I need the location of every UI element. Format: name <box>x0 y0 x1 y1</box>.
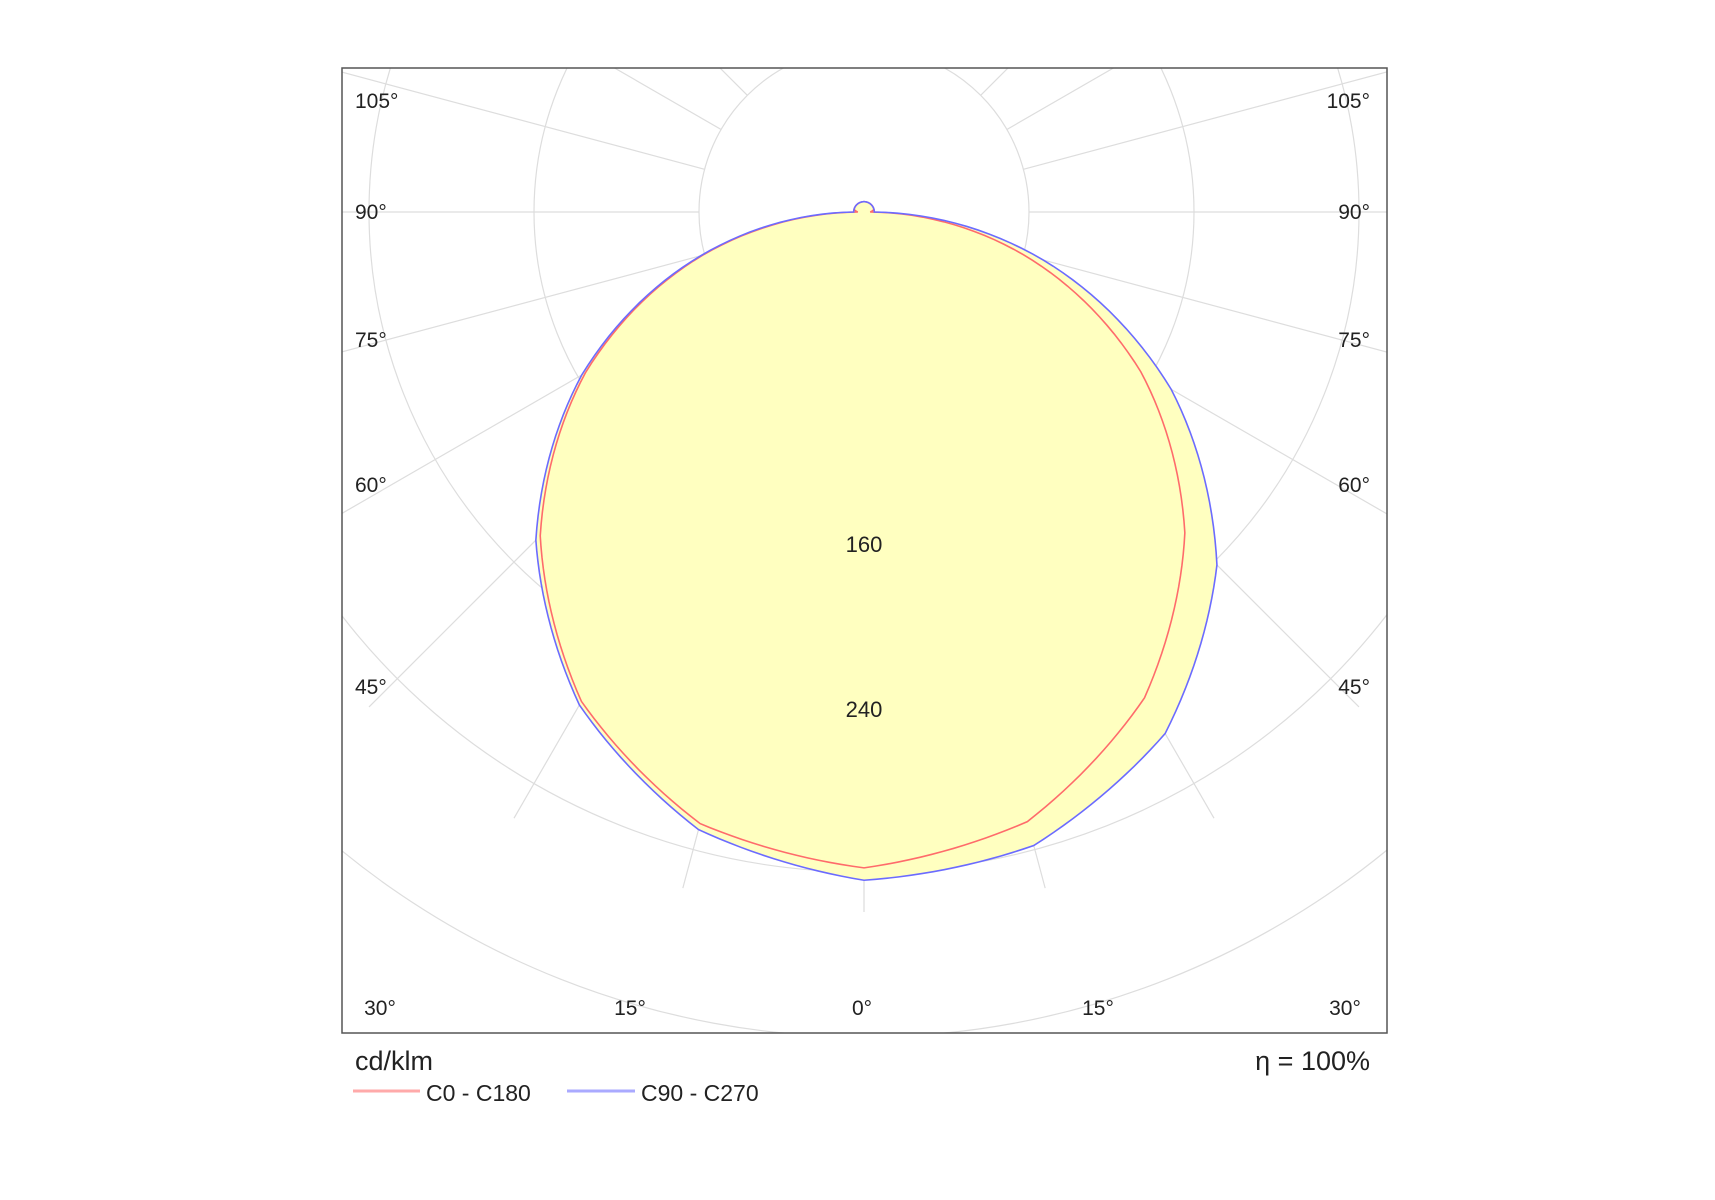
angle-label-right: 90° <box>1338 201 1370 224</box>
angle-label-bottom: 0° <box>852 997 872 1020</box>
angle-label-bottom: 15° <box>1082 997 1114 1020</box>
angle-labels: 105° 105° 90° 90° 75° 75° 60° 60° 45° 45° 30° 15° 0°… <box>355 90 1370 1020</box>
angle-label-right: 105° <box>1327 90 1370 113</box>
legend-label-c90: C90 - C270 <box>641 1080 759 1106</box>
angle-label-bottom: 15° <box>614 997 646 1020</box>
grid-spoke-150 <box>945 68 948 70</box>
unit-label: cd/klm <box>355 1046 433 1076</box>
radial-label-240: 240 <box>846 697 883 722</box>
grid-spoke-165 <box>907 0 1045 53</box>
curve-c90-c270 <box>535 200 1218 882</box>
angle-label-right: 60° <box>1338 474 1370 497</box>
grid-spoke-75 <box>1023 254 1387 353</box>
legend-label-c0: C0 - C180 <box>426 1080 531 1106</box>
angle-label-left: 105° <box>355 90 398 113</box>
grid-spoke-285 <box>342 254 705 353</box>
angle-label-bottom: 30° <box>364 997 396 1020</box>
grid-spoke-210 <box>780 68 783 70</box>
grid-spoke-195 <box>683 0 821 53</box>
angle-label-right: 45° <box>1338 676 1370 699</box>
angle-label-left: 90° <box>355 201 387 224</box>
grid-spoke-120 <box>1006 68 1115 131</box>
radial-label-160: 160 <box>846 532 883 557</box>
angle-label-left: 60° <box>355 474 387 497</box>
plot-frame <box>341 67 1388 1034</box>
efficiency-label: η = 100% <box>1255 1046 1370 1076</box>
angle-label-left: 45° <box>355 676 387 699</box>
grid-spoke-255 <box>342 71 705 170</box>
grid-spoke-225 <box>719 68 748 96</box>
grid-spoke-240 <box>613 68 722 131</box>
angle-label-bottom: 30° <box>1329 997 1361 1020</box>
angle-label-left: 75° <box>355 329 387 352</box>
curve-fill-1 <box>535 201 1217 881</box>
grid-spoke-105 <box>1023 71 1387 170</box>
angle-label-right: 75° <box>1338 329 1370 352</box>
grid-spoke-135 <box>980 68 1009 96</box>
curves <box>535 200 1218 882</box>
